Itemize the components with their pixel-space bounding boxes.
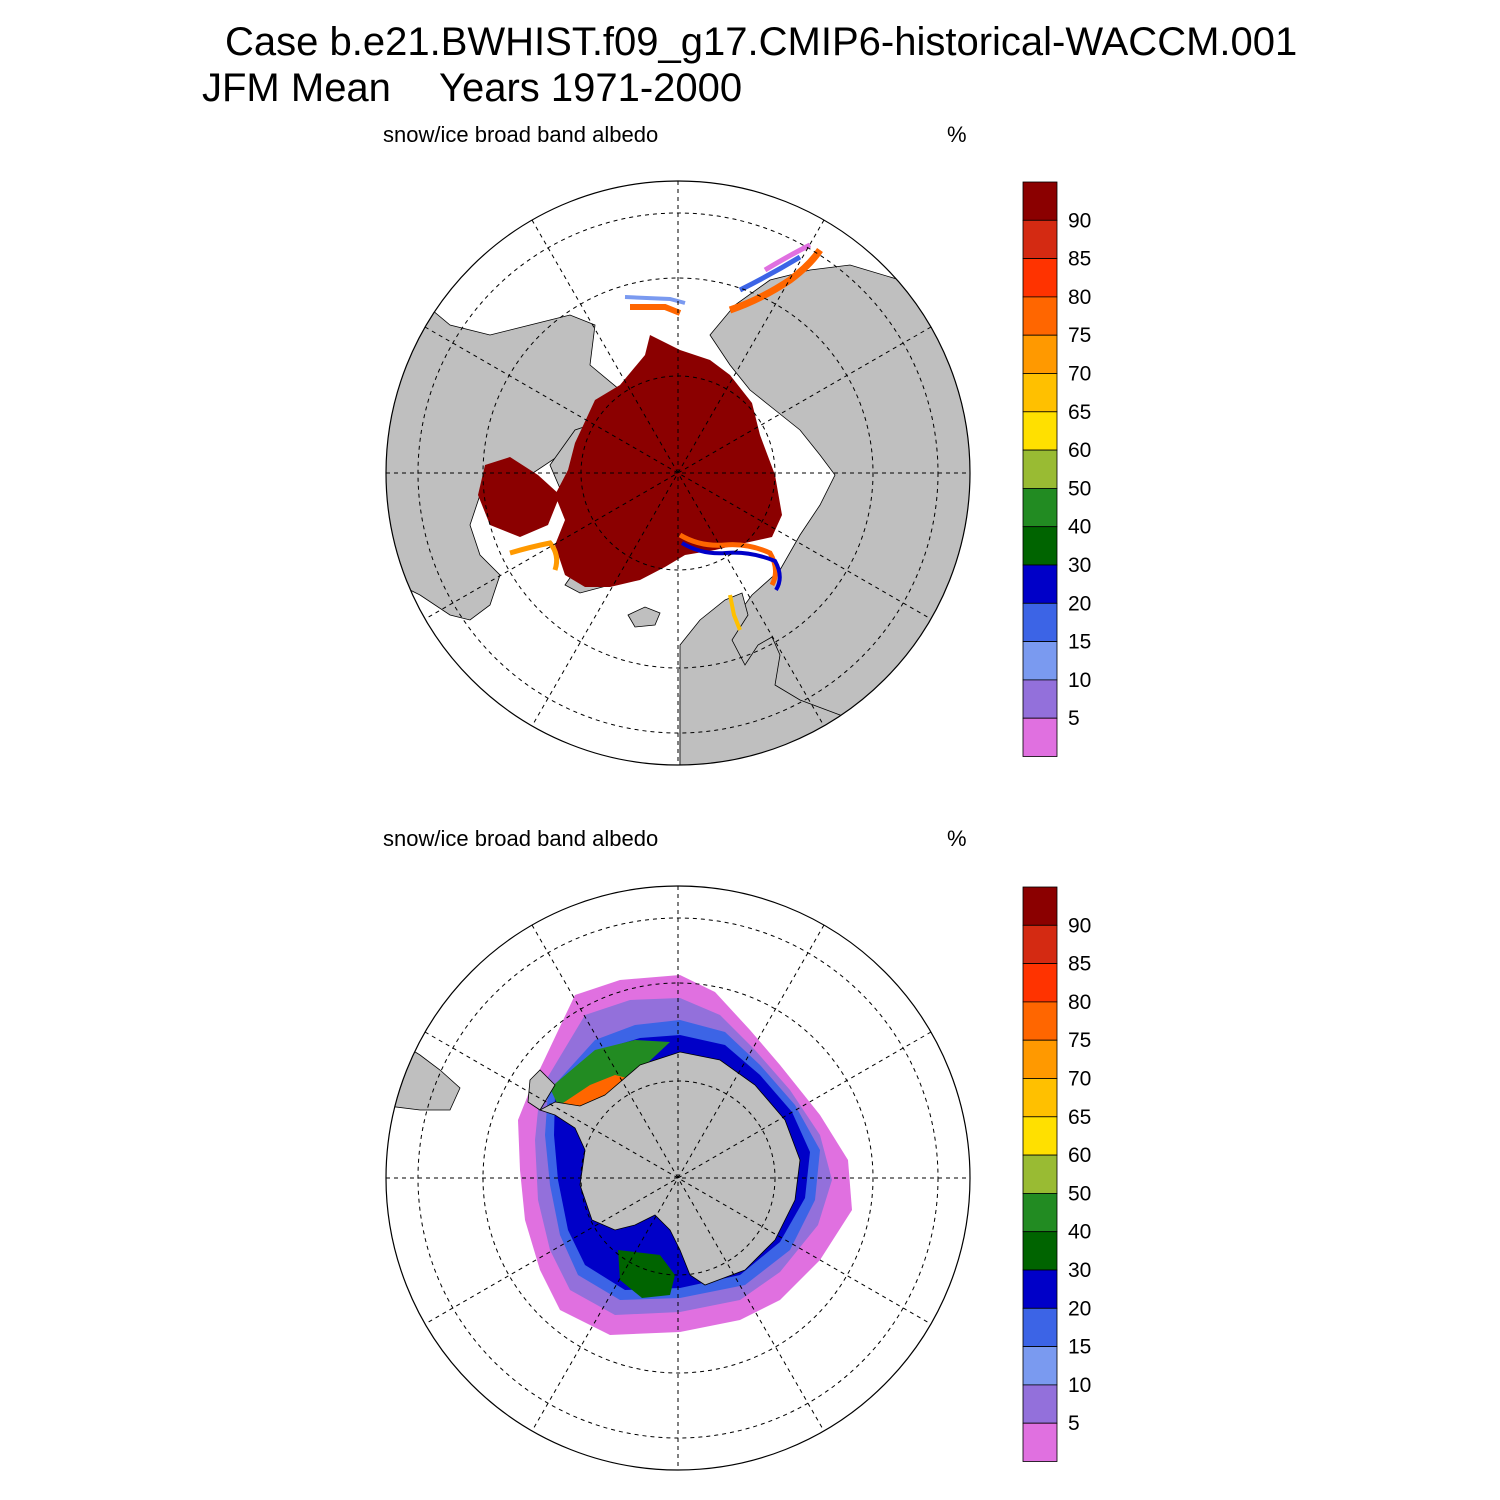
colorbar-swatch — [1022, 1269, 1058, 1309]
panel-2-units: % — [947, 826, 967, 851]
colorbar-south: 90 85 80 75 70 65 60 50 40 30 20 15 10 5 — [1022, 886, 1091, 1462]
panel-1-units: % — [947, 122, 967, 147]
colorbar-label: 80 — [1068, 286, 1091, 309]
graticule-south — [386, 886, 970, 1470]
colorbar-label: 10 — [1068, 1374, 1091, 1397]
colorbar-swatch — [1022, 924, 1058, 964]
colorbar-swatch — [1022, 564, 1058, 604]
colorbar-label: 60 — [1068, 1144, 1091, 1167]
panel-1-variable: snow/ice broad band albedo — [383, 122, 659, 147]
colorbar-label: 40 — [1068, 516, 1091, 539]
colorbar-north: 90 85 80 75 70 65 60 50 40 30 20 15 10 5 — [1022, 181, 1091, 757]
colorbar-swatch — [1022, 181, 1058, 221]
colorbar-swatch — [1022, 679, 1058, 719]
colorbar-label: 5 — [1068, 1412, 1080, 1435]
ice-edge-baltic — [728, 594, 742, 631]
land-antarctica — [538, 1051, 801, 1286]
colorbar-label: 90 — [1068, 209, 1091, 232]
colorbar-label: 85 — [1068, 953, 1091, 976]
colorbar-label: 20 — [1068, 592, 1091, 615]
colorbar-swatch — [1022, 1116, 1058, 1156]
colorbar-swatch — [1022, 1346, 1058, 1386]
ice-edge-greenland-sea — [678, 532, 778, 587]
land-antarctic-peninsula — [527, 1069, 556, 1111]
season-label: JFM Mean — [202, 66, 391, 110]
colorbar-label: 20 — [1068, 1297, 1091, 1320]
colorbar-swatch — [1022, 717, 1058, 757]
season-title: JFM Mean Years 1971-2000 — [202, 68, 742, 108]
colorbar-swatch — [1022, 602, 1058, 642]
years-label: Years 1971-2000 — [438, 66, 743, 110]
ice-edge-bering-2 — [624, 295, 686, 305]
colorbar-label: 50 — [1068, 1182, 1091, 1205]
colorbar-swatch — [1022, 963, 1058, 1003]
colorbar-label: 30 — [1068, 554, 1091, 577]
colorbar-swatch — [1022, 641, 1058, 681]
sea-ice-ross-green — [618, 1250, 675, 1298]
ice-edge-okhotsk-pink — [763, 242, 812, 273]
colorbar-label: 80 — [1068, 991, 1091, 1014]
ice-edge-okhotsk-low — [738, 254, 802, 293]
south-polar-map — [385, 885, 971, 1471]
colorbar-swatch — [1022, 258, 1058, 298]
colorbar-swatch — [1022, 1039, 1058, 1079]
ice-edge-bering-1 — [630, 304, 682, 316]
colorbar-label: 50 — [1068, 477, 1091, 500]
colorbar-swatch — [1022, 1078, 1058, 1118]
graticule-north — [386, 181, 970, 765]
ice-edge-greenland-sea-low — [680, 541, 782, 592]
ice-edge-okhotsk — [728, 248, 823, 314]
colorbar-swatch — [1022, 411, 1058, 451]
colorbar-label: 5 — [1068, 707, 1080, 730]
colorbar-label: 60 — [1068, 439, 1091, 462]
colorbar-swatch — [1022, 1307, 1058, 1347]
colorbar-label: 65 — [1068, 401, 1091, 424]
colorbar-swatch — [1022, 1001, 1058, 1041]
colorbar-label: 75 — [1068, 1029, 1091, 1052]
colorbar-swatch — [1022, 487, 1058, 528]
colorbar-label: 75 — [1068, 324, 1091, 347]
colorbar-swatch — [1022, 526, 1058, 566]
colorbar-swatch — [1022, 886, 1058, 926]
case-title: Case b.e21.BWHIST.f09_g17.CMIP6-historic… — [225, 20, 1298, 64]
colorbar-swatch — [1022, 334, 1058, 374]
colorbar-swatch — [1022, 1192, 1058, 1233]
colorbar-label: 70 — [1068, 363, 1091, 386]
north-polar-map — [385, 180, 971, 766]
colorbar-label: 15 — [1068, 631, 1091, 654]
colorbar-swatch — [1022, 1422, 1058, 1462]
colorbar-swatch — [1022, 1154, 1058, 1194]
colorbar-label: 90 — [1068, 914, 1091, 937]
colorbar-swatch — [1022, 449, 1058, 489]
colorbar-label: 40 — [1068, 1221, 1091, 1244]
sea-ice-hudson-bay — [478, 457, 560, 537]
colorbar-label: 10 — [1068, 669, 1091, 692]
colorbar-swatch — [1022, 219, 1058, 259]
colorbar-label: 15 — [1068, 1336, 1091, 1359]
colorbar-swatch — [1022, 1231, 1058, 1271]
land-north-america — [386, 274, 621, 621]
colorbar-label: 70 — [1068, 1068, 1091, 1091]
colorbar-swatch — [1022, 296, 1058, 336]
colorbar-label: 85 — [1068, 248, 1091, 271]
colorbar-label: 30 — [1068, 1259, 1091, 1282]
colorbar-swatch — [1022, 373, 1058, 413]
colorbar-label: 65 — [1068, 1106, 1091, 1129]
land-iceland — [627, 606, 661, 628]
panel-2-variable: snow/ice broad band albedo — [383, 826, 659, 851]
sea-ice-arctic — [555, 335, 782, 587]
colorbar-swatch — [1022, 1384, 1058, 1424]
ice-edge-labrador — [509, 540, 560, 571]
